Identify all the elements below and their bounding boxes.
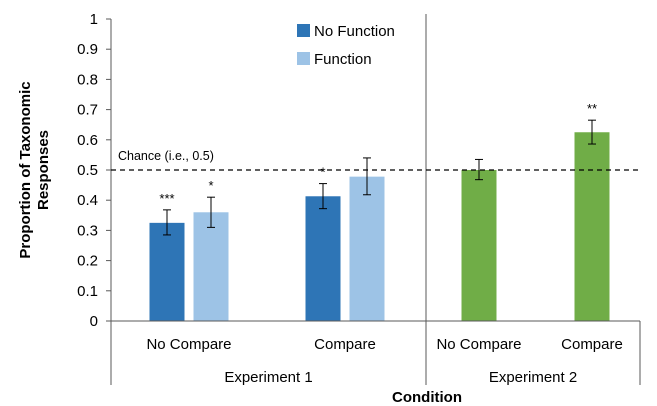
- y-tick-label: 0.1: [77, 283, 98, 300]
- bar: [149, 222, 185, 321]
- legend-swatch: [297, 24, 310, 37]
- significance-marker: ***: [159, 191, 174, 206]
- y-tick-label: 0.9: [77, 41, 98, 58]
- legend: No Function Function: [297, 23, 395, 68]
- bar: [305, 196, 341, 321]
- y-axis-title: Proportion of Taxonomic Responses: [17, 81, 52, 258]
- y-tick-label: 0.4: [77, 192, 98, 209]
- y-axis-title-line: Responses: [35, 130, 52, 210]
- bar: [193, 212, 229, 321]
- category-labels: No Compare Compare No Compare Compare: [146, 336, 622, 353]
- significance-marker: *: [320, 165, 325, 180]
- error-bars: [163, 119, 596, 236]
- y-axis-ticks: 0 0.1 0.2 0.3 0.4 0.5 0.6 0.7 0.8 0.9 1: [77, 11, 111, 330]
- legend-swatch: [297, 52, 310, 65]
- category-label: Compare: [314, 336, 376, 353]
- category-label: No Compare: [146, 336, 231, 353]
- bars: [149, 132, 610, 321]
- bar: [574, 132, 610, 321]
- y-tick-label: 0.5: [77, 162, 98, 179]
- y-tick-label: 0: [90, 313, 98, 330]
- experiment-label: Experiment 1: [224, 369, 312, 386]
- y-tick-label: 0.3: [77, 222, 98, 239]
- chance-line-label: Chance (i.e., 0.5): [118, 149, 214, 163]
- significance-labels: *******: [159, 101, 597, 206]
- category-label: No Compare: [436, 336, 521, 353]
- y-tick-label: 1: [90, 11, 98, 28]
- experiment-labels: Experiment 1 Experiment 2: [224, 369, 577, 386]
- y-tick-label: 0.7: [77, 102, 98, 119]
- category-label: Compare: [561, 336, 623, 353]
- y-tick-label: 0.6: [77, 132, 98, 149]
- group-dividers: [110, 14, 641, 385]
- y-axis-title-line: Proportion of Taxonomic: [17, 81, 34, 258]
- bar: [349, 176, 385, 321]
- legend-label: No Function: [314, 23, 395, 40]
- bar: [461, 170, 497, 321]
- legend-label: Function: [314, 51, 372, 68]
- x-axis-title: Condition: [392, 389, 462, 406]
- significance-marker: **: [587, 101, 597, 116]
- y-tick-label: 0.8: [77, 71, 98, 88]
- experiment-label: Experiment 2: [489, 369, 577, 386]
- y-tick-label: 0.2: [77, 253, 98, 270]
- significance-marker: *: [208, 178, 213, 193]
